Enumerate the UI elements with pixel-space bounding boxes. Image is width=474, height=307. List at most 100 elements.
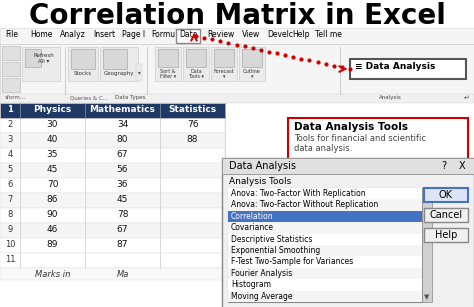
Text: Refresh: Refresh <box>34 53 55 58</box>
Bar <box>225 161 474 307</box>
Text: 88: 88 <box>187 135 198 144</box>
Text: Tools ▾: Tools ▾ <box>188 74 204 79</box>
Text: Formu: Formu <box>151 30 175 39</box>
Bar <box>0 223 225 238</box>
Text: 76: 76 <box>187 120 198 129</box>
Text: Ma: Ma <box>116 270 128 279</box>
Bar <box>0 238 225 253</box>
Text: 2: 2 <box>8 120 13 129</box>
Text: ▲: ▲ <box>424 190 430 196</box>
Text: Help: Help <box>292 30 310 39</box>
Bar <box>0 28 474 44</box>
Text: 89: 89 <box>47 240 58 249</box>
Text: Anova: Two-Factor With Replication: Anova: Two-Factor With Replication <box>231 189 365 198</box>
Bar <box>0 193 225 208</box>
Bar <box>155 47 181 81</box>
Text: Histogram: Histogram <box>231 280 271 289</box>
Bar <box>350 59 466 79</box>
Bar <box>158 49 178 67</box>
Text: 35: 35 <box>47 150 58 159</box>
Text: 78: 78 <box>117 210 128 219</box>
Text: Sort &: Sort & <box>160 69 176 74</box>
Bar <box>71 49 95 69</box>
Text: 90: 90 <box>47 210 58 219</box>
Bar <box>214 49 234 67</box>
Bar <box>228 234 422 245</box>
Text: 40: 40 <box>47 135 58 144</box>
Bar <box>211 47 237 81</box>
Text: Statistics: Statistics <box>168 105 217 114</box>
Bar <box>0 0 474 28</box>
Text: ▼: ▼ <box>424 294 430 300</box>
Bar <box>0 268 225 280</box>
Text: 87: 87 <box>117 240 128 249</box>
Text: View: View <box>242 30 260 39</box>
Text: sform...: sform... <box>5 95 26 100</box>
Bar <box>239 47 265 81</box>
Text: 4: 4 <box>8 150 13 159</box>
Text: Covariance: Covariance <box>231 223 274 232</box>
Bar <box>424 208 468 222</box>
Text: ?: ? <box>441 161 447 171</box>
Bar <box>2 46 20 60</box>
Text: 10: 10 <box>5 240 15 249</box>
Bar <box>0 208 225 223</box>
Text: Analysis Tools: Analysis Tools <box>229 177 291 186</box>
Text: Fourier Analysis: Fourier Analysis <box>231 269 292 278</box>
Text: OK: OK <box>439 190 453 200</box>
Bar <box>0 133 225 148</box>
Text: Correlation: Correlation <box>231 212 273 221</box>
Text: Page I: Page I <box>122 30 145 39</box>
Bar <box>228 211 422 222</box>
Text: Filter ▾: Filter ▾ <box>160 74 176 79</box>
Text: Analysis: Analysis <box>379 95 401 100</box>
Text: 7: 7 <box>7 195 13 204</box>
Text: ≡ Data Analysis: ≡ Data Analysis <box>355 62 436 71</box>
Bar <box>424 188 468 202</box>
Bar <box>100 47 138 81</box>
Text: Tell me: Tell me <box>315 30 342 39</box>
Text: 56: 56 <box>117 165 128 174</box>
Bar <box>2 78 20 92</box>
Text: Data: Data <box>179 30 198 39</box>
Text: 1: 1 <box>7 105 13 114</box>
Text: Data Analysis: Data Analysis <box>229 161 296 171</box>
Text: Data: Data <box>190 69 202 74</box>
Bar <box>2 62 20 76</box>
Text: 34: 34 <box>117 120 128 129</box>
Bar <box>183 47 209 81</box>
Text: Insert: Insert <box>93 30 115 39</box>
Bar <box>228 200 422 211</box>
Bar <box>222 158 474 307</box>
Text: 70: 70 <box>47 180 58 189</box>
Text: ▾: ▾ <box>223 74 225 79</box>
Text: Home: Home <box>30 30 52 39</box>
Bar <box>0 118 225 133</box>
Text: 46: 46 <box>47 225 58 234</box>
Bar <box>422 188 432 302</box>
Bar <box>242 49 262 67</box>
Text: 11: 11 <box>5 255 15 264</box>
Text: 86: 86 <box>47 195 58 204</box>
Text: 67: 67 <box>117 150 128 159</box>
Bar <box>176 29 200 43</box>
Text: 80: 80 <box>117 135 128 144</box>
Bar <box>228 291 422 302</box>
Text: Help: Help <box>435 230 457 240</box>
Text: Queries & C...: Queries & C... <box>70 95 108 100</box>
Bar <box>228 279 422 291</box>
Text: Moving Average: Moving Average <box>231 292 292 301</box>
Bar <box>0 163 225 178</box>
Bar <box>103 49 127 69</box>
Text: 67: 67 <box>117 225 128 234</box>
Bar <box>228 256 422 268</box>
Bar <box>228 245 422 256</box>
Text: Physics: Physics <box>33 105 72 114</box>
Bar <box>228 188 422 302</box>
Bar <box>22 47 60 81</box>
Bar <box>68 47 98 81</box>
Text: Forecast: Forecast <box>214 69 234 74</box>
Text: 9: 9 <box>8 225 13 234</box>
Text: Mathematics: Mathematics <box>90 105 155 114</box>
Text: 45: 45 <box>117 195 128 204</box>
